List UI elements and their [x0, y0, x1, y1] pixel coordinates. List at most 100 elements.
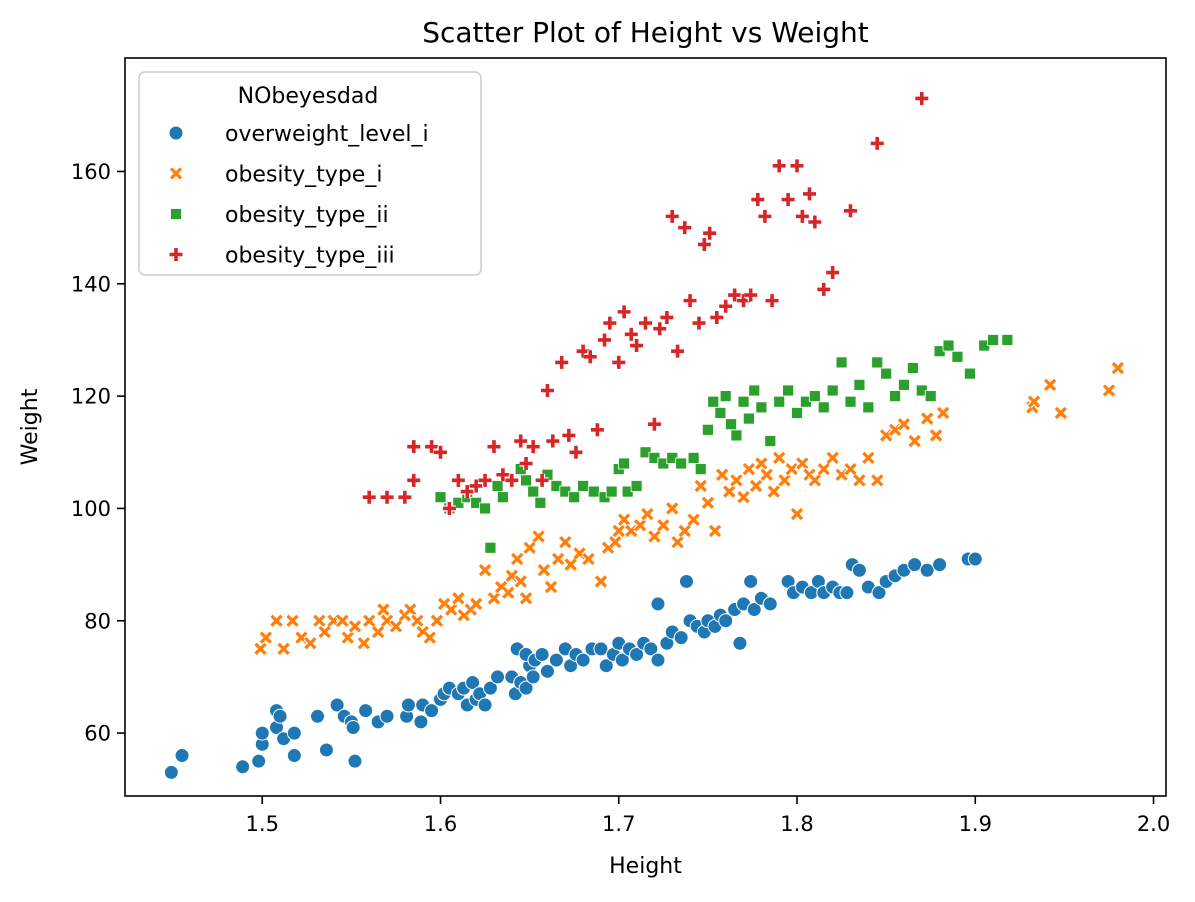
data-point-overweight_level_i	[673, 630, 689, 646]
data-point-overweight_level_i	[310, 708, 326, 724]
data-point-obesity_type_iii	[772, 159, 786, 173]
data-point-obesity_type_ii	[630, 480, 643, 492]
data-point-overweight_level_i	[732, 635, 748, 651]
data-point-overweight_level_i	[967, 551, 983, 567]
legend-box	[138, 71, 482, 276]
data-point-overweight_level_i	[318, 742, 334, 758]
data-point-obesity_type_iii	[624, 327, 638, 341]
data-point-obesity_type_ii	[964, 367, 976, 380]
data-point-obesity_type_i	[722, 484, 737, 499]
data-point-obesity_type_ii	[906, 362, 919, 374]
data-point-obesity_type_ii	[707, 395, 720, 408]
data-point-obesity_type_i	[807, 473, 822, 488]
data-point-overweight_level_i	[907, 557, 923, 573]
data-point-obesity_type_i	[312, 613, 327, 628]
data-point-obesity_type_i	[929, 428, 943, 443]
data-point-obesity_type_iii	[519, 457, 533, 471]
data-point-overweight_level_i	[643, 641, 659, 657]
data-point-obesity_type_iii	[781, 193, 795, 207]
data-point-obesity_type_i	[1027, 394, 1042, 409]
data-point-obesity_type_ii	[618, 457, 631, 470]
data-point-obesity_type_i	[371, 625, 386, 639]
legend-title: NObeyesdad	[238, 84, 379, 109]
legend-entry-overweight_level_i: overweight_level_i	[168, 122, 429, 147]
data-point-overweight_level_i	[163, 764, 179, 780]
data-point-obesity_type_iii	[692, 316, 706, 330]
data-point-obesity_type_i	[536, 563, 551, 578]
x-tick-label: 1.6	[424, 812, 457, 836]
data-point-obesity_type_i	[825, 450, 840, 465]
data-point-obesity_type_i	[686, 512, 701, 527]
data-point-obesity_type_iii	[590, 423, 604, 437]
y-tick-label: 100	[71, 497, 111, 521]
data-point-obesity_type_iii	[583, 350, 597, 364]
data-point-obesity_type_i	[766, 484, 781, 499]
data-point-obesity_type_ii	[687, 451, 700, 464]
data-point-overweight_level_i	[345, 719, 361, 735]
data-point-obesity_type_ii	[889, 390, 901, 403]
data-point-obesity_type_iii	[678, 221, 692, 235]
data-point-obesity_type_ii	[568, 491, 581, 504]
data-point-overweight_level_i	[251, 753, 267, 769]
y-ticks: 60 80 100 120 140 160	[71, 160, 125, 746]
y-tick-label: 60	[84, 722, 111, 746]
data-point-overweight_level_i	[465, 675, 481, 691]
data-point-obesity_type_i	[1053, 406, 1068, 420]
data-point-obesity_type_iii	[407, 473, 421, 487]
data-point-obesity_type_iii	[710, 310, 724, 324]
data-point-obesity_type_i	[551, 552, 566, 566]
data-point-overweight_level_i	[174, 748, 190, 764]
data-point-obesity_type_ii	[694, 463, 707, 476]
series-obesity_type_ii	[434, 334, 1014, 554]
data-point-obesity_type_i	[617, 512, 632, 527]
data-point-obesity_type_ii	[434, 491, 447, 504]
data-point-obesity_type_i	[531, 529, 546, 544]
data-point-obesity_type_iii	[555, 355, 569, 369]
data-point-obesity_type_i	[920, 411, 935, 426]
data-point-obesity_type_i	[1102, 383, 1116, 398]
data-point-obesity_type_ii	[675, 457, 688, 470]
data-point-obesity_type_iii	[569, 445, 583, 459]
data-point-obesity_type_iii	[451, 473, 465, 487]
data-point-obesity_type_iii	[817, 282, 831, 296]
data-point-obesity_type_i	[1110, 361, 1125, 375]
x-tick-label: 1.8	[780, 812, 813, 836]
data-point-obesity_type_i	[861, 450, 876, 465]
data-point-obesity_type_iii	[795, 209, 809, 223]
data-point-obesity_type_ii	[605, 485, 618, 498]
data-point-obesity_type_i	[317, 625, 332, 639]
data-point-overweight_level_i	[329, 697, 345, 713]
data-point-overweight_level_i	[400, 697, 416, 713]
data-point-obesity_type_i	[677, 523, 692, 538]
series-overweight_level_i	[163, 551, 983, 780]
data-point-obesity_type_iii	[505, 473, 519, 487]
legend-marker-obesity_type_i	[169, 166, 183, 181]
data-point-obesity_type_iii	[540, 383, 554, 397]
y-tick-label: 80	[84, 609, 111, 633]
data-point-obesity_type_iii	[526, 440, 540, 454]
data-point-overweight_level_i	[424, 703, 440, 719]
data-point-obesity_type_i	[640, 507, 655, 521]
data-point-obesity_type_ii	[898, 378, 910, 391]
data-point-overweight_level_i	[598, 658, 614, 674]
data-point-overweight_level_i	[379, 708, 395, 724]
legend-label: obesity_type_iii	[225, 244, 395, 269]
data-point-obesity_type_ii	[701, 423, 714, 436]
data-point-obesity_type_i	[816, 462, 831, 477]
data-point-obesity_type_iii	[546, 434, 560, 448]
data-point-obesity_type_i	[790, 507, 804, 521]
data-point-obesity_type_i	[708, 523, 722, 538]
data-point-obesity_type_iii	[660, 310, 674, 324]
data-point-overweight_level_i	[413, 714, 429, 730]
data-point-obesity_type_i	[741, 462, 756, 477]
data-point-overweight_level_i	[650, 596, 666, 612]
data-point-obesity_type_i	[362, 613, 377, 628]
data-point-obesity_type_iii	[647, 417, 661, 431]
data-point-overweight_level_i	[482, 680, 498, 696]
data-point-obesity_type_iii	[362, 490, 376, 504]
data-point-obesity_type_iii	[671, 344, 685, 358]
data-point-overweight_level_i	[839, 585, 855, 601]
data-point-overweight_level_i	[593, 641, 609, 657]
data-point-obesity_type_i	[429, 613, 444, 628]
